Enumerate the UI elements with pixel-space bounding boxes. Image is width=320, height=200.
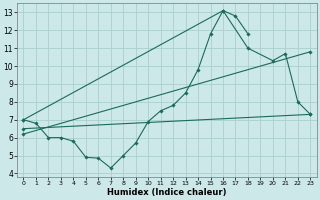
X-axis label: Humidex (Indice chaleur): Humidex (Indice chaleur) xyxy=(107,188,227,197)
